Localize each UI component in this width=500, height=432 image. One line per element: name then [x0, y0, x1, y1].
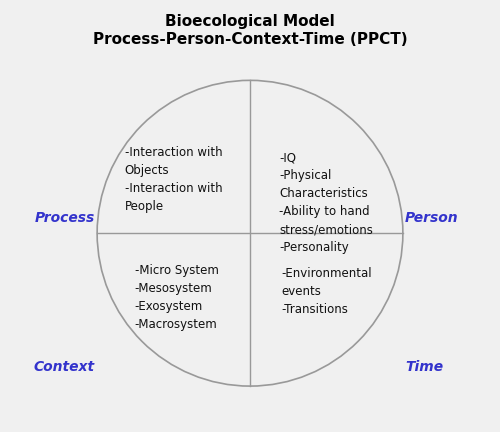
Text: Time: Time: [405, 360, 443, 374]
Text: Person: Person: [405, 211, 458, 225]
Text: -Micro System
-Mesosystem
-Exosystem
-Macrosystem: -Micro System -Mesosystem -Exosystem -Ma…: [134, 264, 218, 331]
Text: Bioecological Model
Process-Person-Context-Time (PPCT): Bioecological Model Process-Person-Conte…: [92, 14, 407, 47]
Text: -IQ
-Physical
Characteristics
-Ability to hand
stress/emotions
-Personality: -IQ -Physical Characteristics -Ability t…: [280, 151, 374, 254]
Text: -Environmental
events
-Transitions: -Environmental events -Transitions: [281, 267, 372, 316]
Text: Context: Context: [34, 360, 95, 374]
Text: Process: Process: [34, 211, 95, 225]
Text: -Interaction with
Objects
-Interaction with
People: -Interaction with Objects -Interaction w…: [125, 146, 222, 213]
